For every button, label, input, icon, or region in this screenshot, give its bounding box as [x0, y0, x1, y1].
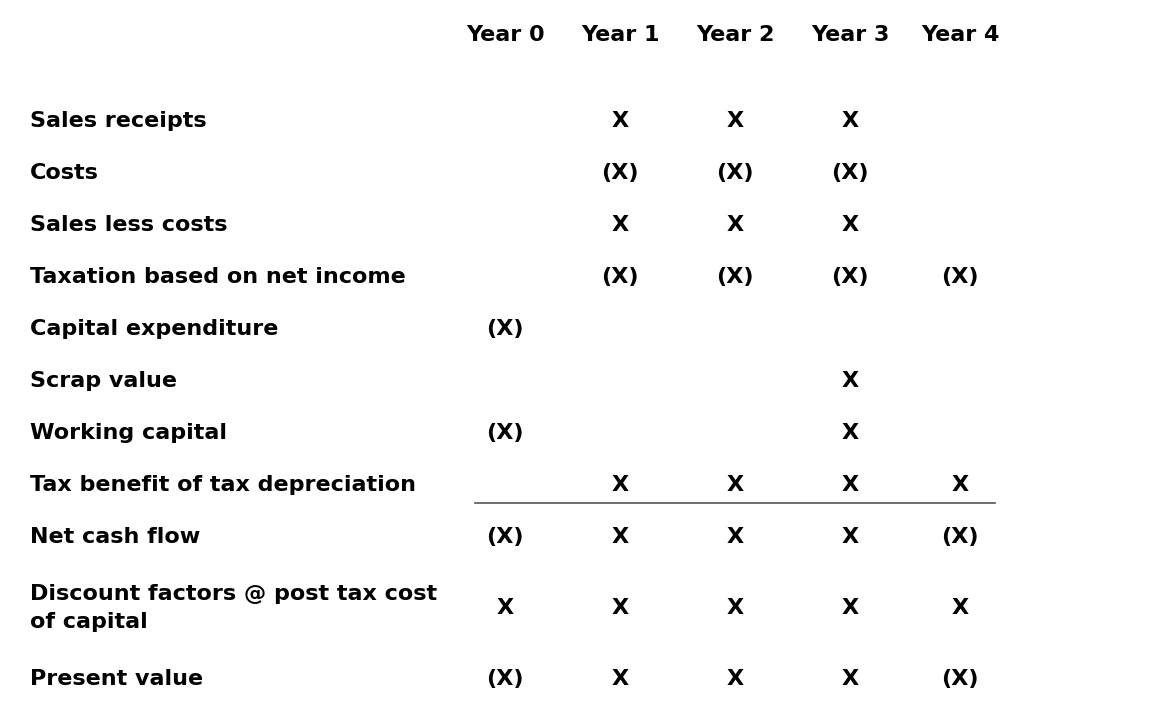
- Text: (X): (X): [941, 267, 979, 287]
- Text: X: X: [727, 475, 743, 495]
- Text: Net cash flow: Net cash flow: [30, 527, 200, 547]
- Text: Working capital: Working capital: [30, 423, 227, 443]
- Text: (X): (X): [716, 267, 754, 287]
- Text: (X): (X): [486, 319, 524, 339]
- Text: X: X: [727, 527, 743, 547]
- Text: (X): (X): [486, 527, 524, 547]
- Text: Present value: Present value: [30, 669, 203, 689]
- Text: X: X: [497, 598, 513, 618]
- Text: X: X: [612, 215, 628, 235]
- Text: Year 1: Year 1: [581, 25, 659, 45]
- Text: X: X: [612, 111, 628, 131]
- Text: X: X: [612, 475, 628, 495]
- Text: X: X: [841, 371, 859, 391]
- Text: (X): (X): [831, 267, 868, 287]
- Text: Sales receipts: Sales receipts: [30, 111, 206, 131]
- Text: Capital expenditure: Capital expenditure: [30, 319, 279, 339]
- Text: (X): (X): [941, 669, 979, 689]
- Text: Taxation based on net income: Taxation based on net income: [30, 267, 406, 287]
- Text: X: X: [727, 111, 743, 131]
- Text: Costs: Costs: [30, 163, 98, 183]
- Text: X: X: [841, 669, 859, 689]
- Text: X: X: [952, 598, 968, 618]
- Text: X: X: [841, 475, 859, 495]
- Text: (X): (X): [941, 527, 979, 547]
- Text: Year 2: Year 2: [696, 25, 775, 45]
- Text: X: X: [612, 527, 628, 547]
- Text: Discount factors @ post tax cost
of capital: Discount factors @ post tax cost of capi…: [30, 584, 437, 632]
- Text: Tax benefit of tax depreciation: Tax benefit of tax depreciation: [30, 475, 416, 495]
- Text: Sales less costs: Sales less costs: [30, 215, 227, 235]
- Text: X: X: [727, 669, 743, 689]
- Text: X: X: [841, 215, 859, 235]
- Text: (X): (X): [486, 423, 524, 443]
- Text: X: X: [952, 475, 968, 495]
- Text: (X): (X): [486, 669, 524, 689]
- Text: X: X: [727, 215, 743, 235]
- Text: X: X: [612, 598, 628, 618]
- Text: Year 4: Year 4: [921, 25, 1000, 45]
- Text: (X): (X): [601, 267, 639, 287]
- Text: (X): (X): [831, 163, 868, 183]
- Text: X: X: [612, 669, 628, 689]
- Text: X: X: [841, 527, 859, 547]
- Text: X: X: [727, 598, 743, 618]
- Text: X: X: [841, 598, 859, 618]
- Text: (X): (X): [716, 163, 754, 183]
- Text: X: X: [841, 423, 859, 443]
- Text: (X): (X): [601, 163, 639, 183]
- Text: X: X: [841, 111, 859, 131]
- Text: Year 0: Year 0: [465, 25, 544, 45]
- Text: Scrap value: Scrap value: [30, 371, 177, 391]
- Text: Year 3: Year 3: [811, 25, 890, 45]
